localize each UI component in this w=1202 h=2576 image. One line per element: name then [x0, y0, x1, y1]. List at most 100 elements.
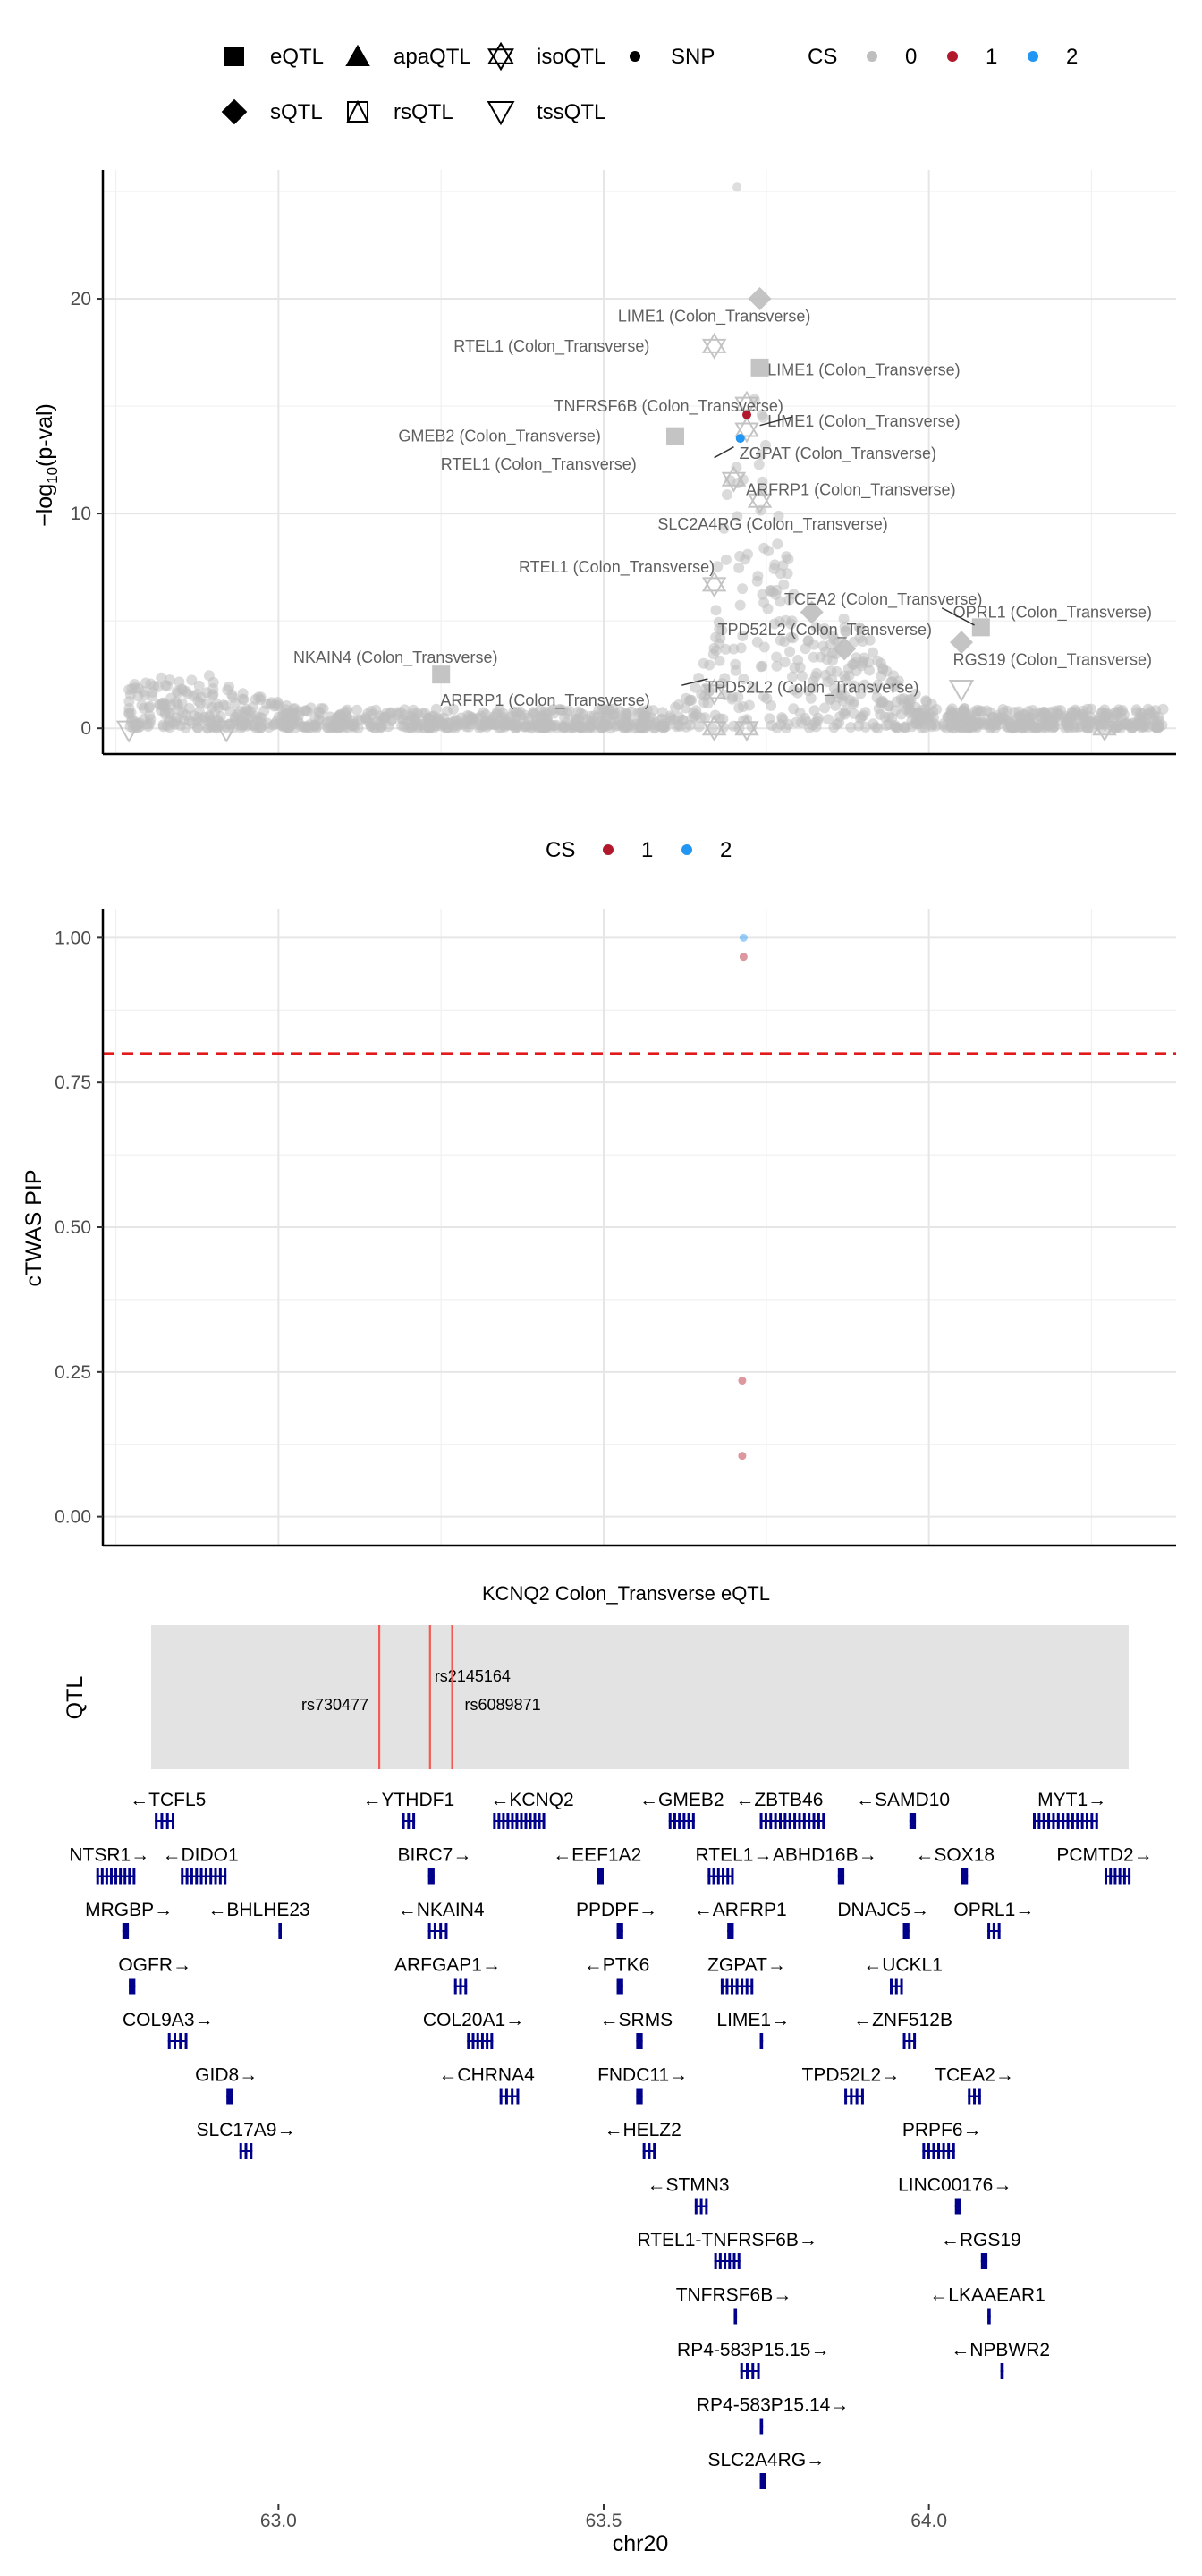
gene-kcnq2-exon	[538, 1813, 541, 1829]
gene-tnfrsf6b-label: TNFRSF6B→	[676, 2285, 792, 2306]
gene-pcmtd2-label: PCMTD2→	[1056, 1845, 1152, 1866]
gene-ntsr1-exon	[100, 1868, 104, 1885]
qtl-association-panel: LIME1 (Colon_Transverse) RTEL1 (Colon_Tra…	[32, 170, 1176, 756]
gene-myt1-exon	[1052, 1813, 1055, 1829]
p1-background-point	[588, 722, 599, 733]
p1-background-point	[906, 721, 918, 733]
p1-qtl-star-of-david-point-glyph-a	[734, 416, 759, 437]
p1-background-point	[976, 705, 987, 716]
gene-col9a3-exon	[167, 2033, 171, 2049]
legend-cs-title: CS	[808, 45, 837, 69]
p1-background-point	[864, 665, 875, 676]
p1-background-point	[1096, 707, 1108, 718]
gene-zbtb46-label: ←ZBTB46	[735, 1790, 823, 1810]
p1-background-point	[690, 709, 702, 721]
p1-qtl-star-of-david-point-glyph-b	[734, 422, 759, 444]
p2-y-tick-label: 0.50	[55, 1217, 91, 1238]
p1-background-point	[182, 688, 193, 699]
gene-ythdf1: ←YTHDF1	[362, 1790, 454, 1829]
p1-qtl-diamond-point	[833, 637, 857, 661]
p1-qtl-square-point	[971, 618, 990, 637]
p1-background-point	[930, 720, 942, 732]
p1-qtl-star-of-david-point-glyph-a	[721, 465, 747, 487]
p1-background-point	[772, 538, 783, 550]
p1-background-point	[957, 721, 969, 733]
p1-annotation-label: LIME1 (Colon_Transverse)	[618, 307, 810, 326]
p1-qtl-star-of-david-point-glyph-b	[734, 721, 759, 742]
p1-background-point	[288, 703, 300, 715]
p1-background-point	[441, 717, 453, 729]
gene-chrna4-exon	[504, 2088, 508, 2105]
p1-qtl-triangle-down-point	[213, 720, 240, 743]
p1-background-point	[809, 671, 821, 682]
p1-background-point	[255, 691, 267, 703]
gene-arfgap1: ARFGAP1→	[394, 1955, 501, 1995]
gene-chrna4-exon	[516, 2088, 520, 2105]
p1-background-point	[192, 716, 204, 727]
gene-bhlhe23: ←BHLHE23	[207, 1900, 310, 1939]
p1-background-point	[140, 677, 151, 689]
p1-background-point	[1048, 706, 1060, 717]
p1-background-point	[554, 703, 565, 715]
gene-tcea2: TCEA2→	[935, 2065, 1014, 2105]
gene-samd10: ←SAMD10	[856, 1790, 950, 1829]
gene-lime1-label: LIME1→	[716, 2010, 790, 2030]
gene-dido1-exon	[224, 1868, 227, 1885]
p1-background-point	[718, 522, 730, 534]
p1-background-point	[348, 718, 360, 730]
p1-annotation-label: RTEL1 (Colon_Transverse)	[453, 337, 649, 356]
p1-background-point	[823, 714, 834, 725]
gene-rtel1-exon	[722, 1868, 725, 1885]
p1-background-point	[787, 632, 799, 644]
p2-y-tick-label: 0.00	[55, 1507, 91, 1528]
gene-gid8-label: GID8→	[195, 2065, 258, 2086]
p1-background-point	[720, 643, 732, 655]
p1-qtl-star-of-david-point	[734, 416, 759, 444]
gene-gmeb2-exon	[668, 1813, 672, 1829]
p1-background-point	[164, 715, 174, 726]
gene-lime1: LIME1→	[716, 2010, 790, 2049]
gene-zbtb46: ←ZBTB46	[735, 1790, 825, 1829]
gene-dido1-exon	[209, 1868, 213, 1885]
p1-background-point	[486, 718, 497, 730]
p1-background-point	[788, 703, 800, 715]
p1-background-point	[779, 657, 791, 668]
gene-kcnq2-exon	[497, 1813, 501, 1829]
gene-pcmtd2: PCMTD2→	[1056, 1845, 1153, 1885]
p1-qtl-star-of-david-point-glyph-b	[1092, 721, 1117, 742]
p1-background-point	[732, 511, 743, 522]
p1-background-point	[181, 709, 192, 721]
p1-background-point	[842, 663, 854, 674]
p1-background-point	[351, 704, 363, 716]
gene-ythdf1-label: ←YTHDF1	[362, 1790, 454, 1810]
legend-isoqtl-icon-glyph-b	[487, 48, 514, 72]
legend-tssqtl-icon-glyph	[487, 101, 515, 126]
p1-background-point	[708, 642, 720, 654]
gene-col20a1-exon	[471, 2033, 475, 2049]
p1-background-point	[648, 705, 659, 716]
p1-background-point	[875, 657, 886, 669]
p1-background-point	[819, 702, 831, 714]
p1-background-point	[840, 625, 851, 637]
gene-myt1-exon	[1076, 1813, 1079, 1829]
p1-background-point	[785, 618, 797, 630]
p1-background-point	[450, 723, 461, 734]
gene-kcnq2-exon	[533, 1813, 537, 1829]
gene-stmn3-label: ←STMN3	[647, 2175, 729, 2196]
p1-background-point	[883, 718, 894, 730]
gene-rp4-583p15.15: RP4-583P15.15→	[677, 2340, 829, 2379]
gene-col20a1-exon	[486, 2033, 489, 2049]
gene-gmeb2-exon	[691, 1813, 695, 1829]
p1-qtl-square-point	[750, 358, 769, 377]
gene-prpf6: PRPF6→	[902, 2120, 982, 2159]
gene-myt1-exon	[1095, 1813, 1098, 1829]
legend-eqtl-icon-glyph	[224, 47, 244, 66]
p1-qtl-star-of-david-point-glyph-a	[747, 487, 773, 508]
gene-slc17a9-label: SLC17A9→	[197, 2120, 296, 2140]
p1-background-point	[1014, 710, 1025, 722]
p1-qtl-star-of-david-point-glyph-a	[734, 390, 759, 411]
p1-background-point	[1111, 707, 1122, 717]
gene-rtel1-exon	[707, 1868, 711, 1885]
p1-background-point	[704, 659, 715, 671]
p1-background-point	[674, 720, 686, 732]
